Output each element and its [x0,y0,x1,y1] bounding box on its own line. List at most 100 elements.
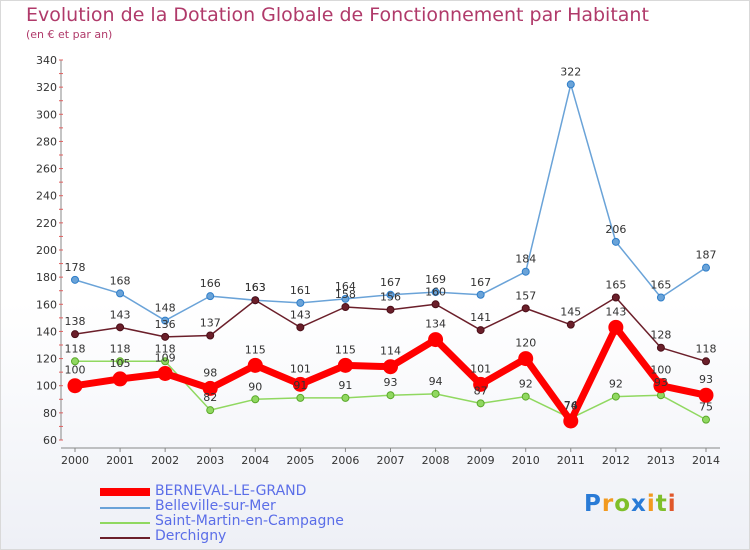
data-label-derchigny: 157 [515,289,536,302]
data-label-saint-martin-en-campagne: 91 [338,379,352,392]
legend-label-berneval: BERNEVAL-LE-GRAND [155,483,307,499]
proxiti-logo: Proxiti [584,491,677,517]
data-label-berneval-le-grand: 115 [335,343,356,356]
data-label-saint-martin-en-campagne: 75 [699,401,713,414]
data-label-berneval-le-grand: 74 [564,399,578,412]
data-point-saint-martin-en-campagne [71,357,79,366]
data-label-belleville-sur-mer: 322 [560,65,581,78]
data-label-berneval-le-grand: 143 [605,305,626,318]
data-label-belleville-sur-mer: 164 [335,280,356,293]
legend-swatch-saint-martin [100,522,150,524]
data-point-belleville-sur-mer [656,293,665,302]
data-point-saint-martin-en-campagne [702,415,710,424]
x-tick-label: 2006 [331,454,359,467]
x-tick-label: 2004 [241,454,269,467]
data-label-derchigny: 160 [425,285,446,298]
y-tick-label: 280 [36,135,57,148]
y-tick-label: 160 [36,298,57,311]
x-tick-label: 2011 [557,454,585,467]
data-label-belleville-sur-mer: 167 [380,276,401,289]
data-point-belleville-sur-mer [476,290,485,299]
data-label-derchigny: 158 [335,288,356,301]
data-point-saint-martin-en-campagne [341,393,350,402]
data-point-derchigny [611,293,620,302]
data-point-berneval-le-grand [608,319,624,335]
data-point-belleville-sur-mer [206,292,215,301]
data-label-belleville-sur-mer: 161 [290,284,311,297]
data-point-derchigny [116,323,125,332]
data-label-berneval-le-grand: 101 [470,362,491,375]
data-point-saint-martin-en-campagne [206,406,215,415]
data-label-saint-martin-en-campagne: 76 [564,399,578,412]
data-point-derchigny [296,323,305,332]
y-tick-label: 260 [36,163,57,176]
data-label-belleville-sur-mer: 166 [200,277,221,290]
data-point-saint-martin-en-campagne [161,357,170,366]
data-point-berneval-le-grand [67,378,83,394]
data-point-derchigny [161,332,170,341]
data-label-berneval-le-grand: 98 [203,366,217,379]
data-point-belleville-sur-mer [296,298,305,307]
data-label-belleville-sur-mer: 165 [650,279,671,292]
data-point-derchigny [341,303,350,311]
data-point-saint-martin-en-campagne [476,399,485,408]
y-tick-label: 120 [36,353,57,366]
line-chart: 60 80 100 120 140 160 180 200 220 240 260 280 300 320… [36,54,720,467]
data-point-berneval-le-grand [653,378,669,394]
data-point-belleville-sur-mer [71,275,79,284]
data-label-berneval-le-grand: 105 [110,357,131,370]
data-point-belleville-sur-mer [521,267,530,276]
data-point-derchigny [702,357,710,366]
data-point-berneval-le-grand [563,413,579,429]
data-label-saint-martin-en-campagne: 90 [248,380,262,393]
data-point-derchigny [71,330,79,339]
data-label-derchigny: 136 [155,318,176,331]
x-tick-label: 2003 [196,454,224,467]
data-label-derchigny: 165 [605,279,626,292]
data-label-berneval-le-grand: 134 [425,318,446,331]
data-label-saint-martin-en-campagne: 93 [384,376,398,389]
data-label-saint-martin-en-campagne: 118 [110,342,131,355]
data-label-derchigny: 156 [380,291,401,304]
data-point-berneval-le-grand [337,357,353,373]
data-label-derchigny: 138 [65,315,86,328]
data-label-belleville-sur-mer: 148 [155,302,176,315]
data-label-belleville-sur-mer: 206 [605,223,626,236]
data-label-derchigny: 145 [560,306,581,319]
data-label-derchigny: 141 [470,311,491,324]
data-point-berneval-le-grand [247,357,263,373]
y-tick-label: 140 [36,325,57,338]
y-tick-label: 180 [36,271,57,284]
data-point-berneval-le-grand [292,376,308,392]
data-point-derchigny [206,331,215,340]
data-label-derchigny: 137 [200,317,221,330]
data-label-belleville-sur-mer: 187 [696,249,717,262]
chart-title: Evolution de la Dotation Globale de Fonc… [26,4,649,26]
data-label-berneval-le-grand: 120 [515,337,536,350]
y-tick-label: 240 [36,190,57,203]
data-point-derchigny [521,304,530,313]
x-tick-label: 2008 [422,454,450,467]
x-tick-label: 2000 [61,454,89,467]
y-tick-label: 220 [36,217,57,230]
data-label-derchigny: 163 [245,281,266,294]
data-label-belleville-sur-mer: 163 [245,281,266,294]
data-label-derchigny: 143 [110,308,131,321]
data-label-belleville-sur-mer: 178 [65,261,86,274]
legend-label-derchigny: Derchigny [155,528,227,544]
data-label-belleville-sur-mer: 184 [515,253,536,266]
data-point-derchigny [476,326,485,335]
data-label-berneval-le-grand: 101 [290,362,311,375]
data-label-saint-martin-en-campagne: 87 [474,384,488,397]
data-point-saint-martin-en-campagne [386,391,395,400]
data-point-berneval-le-grand [428,332,444,348]
y-tick-label: 340 [36,54,57,67]
legend-swatch-belleville [100,507,150,509]
x-tick-label: 2009 [467,454,495,467]
chart-subtitle: (en € et par an) [26,28,113,41]
data-label-derchigny: 118 [696,342,717,355]
data-point-berneval-le-grand [473,376,489,392]
data-point-berneval-le-grand [518,351,534,367]
data-point-belleville-sur-mer [702,263,710,272]
